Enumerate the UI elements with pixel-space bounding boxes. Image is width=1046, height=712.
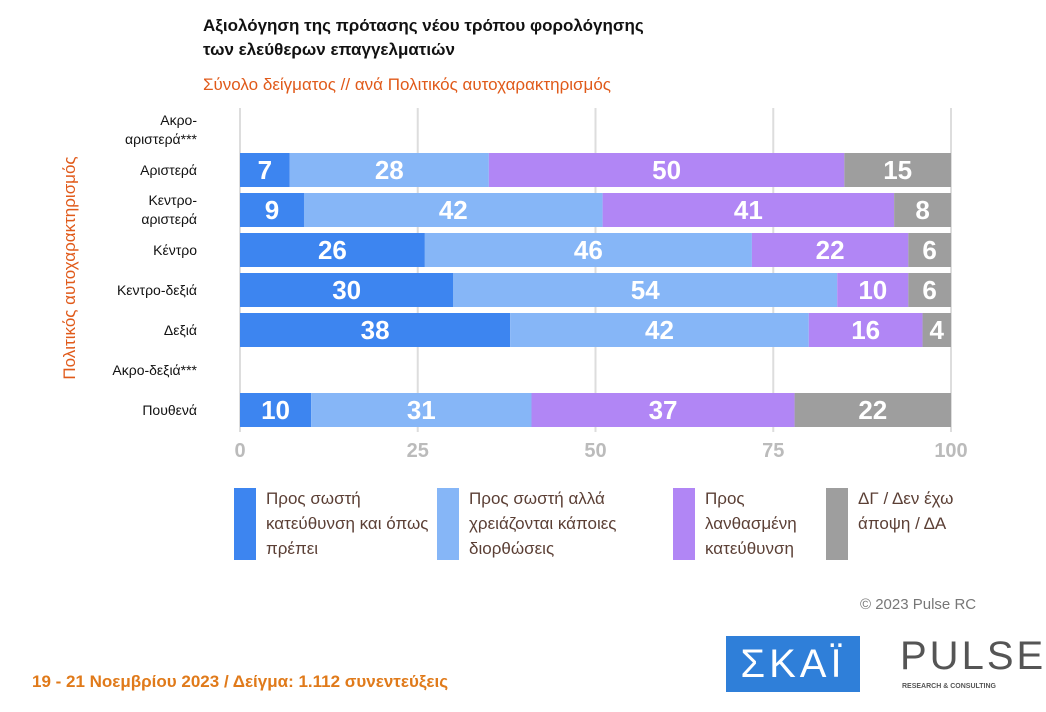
data-label: 15 (883, 155, 912, 185)
chart-subtitle: Σύνολο δείγματος // ανά Πολιτικός αυτοχα… (203, 75, 611, 94)
data-label: 28 (375, 155, 404, 185)
legend-label: ΔΓ / Δεν έχω άποψη / ΔΑ (858, 489, 954, 533)
footer: 19 - 21 Νοεμβρίου 2023 / Δείγμα: 1.112 σ… (32, 672, 449, 691)
bar (751, 233, 909, 267)
y-tick-label: Κεντρο-αριστερά (141, 192, 197, 227)
data-label: 41 (734, 195, 763, 225)
legend-label: Προς λανθασμένη κατεύθυνση (705, 489, 797, 558)
skai-logo: ΣΚΑΪ (726, 636, 860, 692)
y-tick-label: Κεντρο-δεξιά (116, 281, 197, 298)
y-tick-label: Δεξιά (163, 321, 197, 338)
legend-label: Προς σωστή αλλά χρειάζονται κάποιες διορ… (469, 489, 617, 558)
pulse-logo: PULSE (900, 634, 1046, 678)
legend-swatch (437, 488, 459, 560)
data-label: 42 (439, 195, 468, 225)
legend-label: Προς σωστή κατεύθυνση και όπως πρέπει (266, 489, 429, 558)
data-label: 6 (922, 275, 936, 305)
data-label: 22 (816, 235, 845, 265)
bar (794, 393, 951, 427)
data-label: 10 (858, 275, 887, 305)
data-label: 16 (851, 315, 880, 345)
bar (240, 153, 290, 187)
data-label: 50 (652, 155, 681, 185)
bar (289, 153, 489, 187)
bar (908, 273, 951, 307)
data-label: 42 (645, 315, 674, 345)
y-tick-label: Κέντρο (153, 241, 197, 258)
y-tick-label: Αριστερά (140, 161, 197, 178)
x-tick-label: 75 (762, 440, 784, 462)
data-label: 38 (361, 315, 390, 345)
data-label: 26 (318, 235, 347, 265)
bar (240, 273, 454, 307)
x-tick-label: 50 (584, 440, 606, 462)
bar (894, 193, 951, 227)
bar (240, 193, 304, 227)
legend-swatch (234, 488, 256, 560)
bar (602, 193, 895, 227)
bar (303, 193, 603, 227)
x-tick-label: 25 (407, 440, 429, 462)
data-label: 30 (332, 275, 361, 305)
data-label: 31 (407, 395, 436, 425)
copyright: © 2023 Pulse RC (860, 596, 977, 613)
bar (837, 273, 909, 307)
bar (908, 233, 951, 267)
bar (240, 233, 425, 267)
bar (510, 313, 809, 347)
y-tick-label: Ακρο-αριστερά*** (125, 112, 197, 147)
data-label: 54 (631, 275, 660, 305)
pulse-logo-sub: RESEARCH & CONSULTING (902, 683, 996, 690)
y-axis-label: Πολιτικός αυτοχαρακτηρισμός (60, 156, 79, 380)
data-label: 22 (858, 395, 887, 425)
data-label: 6 (922, 235, 936, 265)
legend-swatch (826, 488, 848, 560)
bar (531, 393, 795, 427)
bar (488, 153, 845, 187)
legend-swatch (673, 488, 695, 560)
data-label: 46 (574, 235, 603, 265)
bar (453, 273, 838, 307)
data-label: 10 (261, 395, 290, 425)
x-tick-label: 100 (934, 440, 967, 462)
chart-title: Αξιολόγηση της πρότασης νέου τρόπου φορο… (203, 16, 644, 59)
bar (808, 313, 923, 347)
bar (844, 153, 951, 187)
data-label: 9 (265, 195, 279, 225)
y-tick-label: Ακρο-δεξιά*** (112, 361, 197, 378)
y-tick-label: Πουθενά (142, 401, 197, 418)
bar (424, 233, 752, 267)
data-label: 8 (915, 195, 929, 225)
bar (922, 313, 951, 347)
x-tick-label: 0 (234, 440, 245, 462)
bar (240, 393, 312, 427)
data-label: 7 (258, 155, 272, 185)
data-label: 4 (930, 315, 945, 345)
bar (311, 393, 532, 427)
data-label: 37 (649, 395, 678, 425)
bar (240, 313, 511, 347)
